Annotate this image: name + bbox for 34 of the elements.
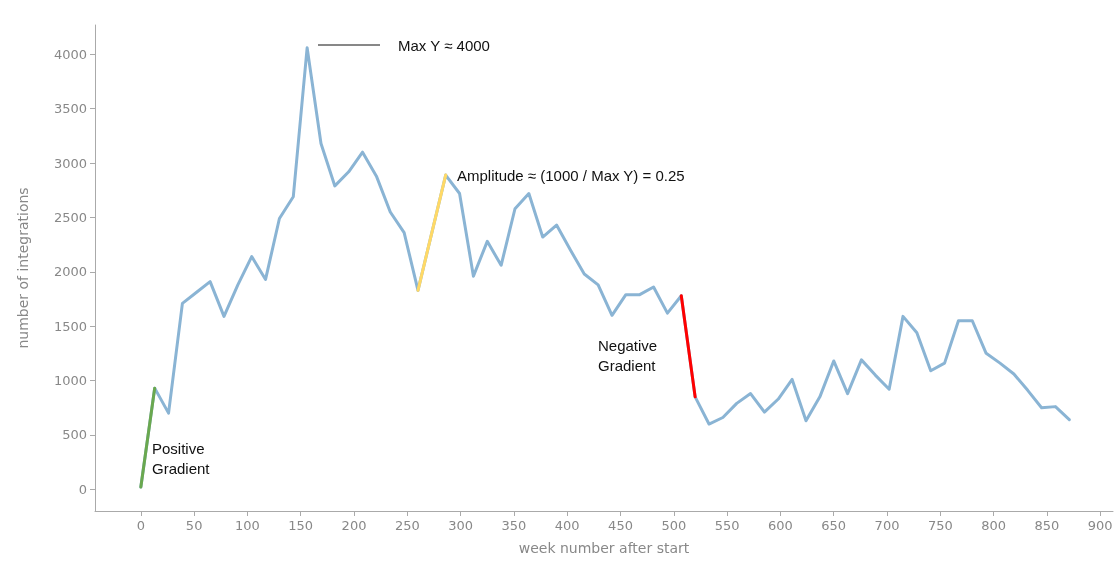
x-tick-label: 250	[394, 518, 420, 533]
x-tick-label: 150	[288, 518, 314, 533]
x-tick-label: 600	[768, 518, 793, 533]
x-tick-label: 100	[235, 518, 260, 533]
y-tick-label: 1000	[53, 373, 87, 389]
y-tick-label: 3500	[53, 101, 87, 117]
x-axis-title: week number after start	[518, 540, 690, 556]
y-tick-label: 0	[78, 481, 87, 497]
annotation: Negative Gradient	[598, 336, 658, 374]
x-tick-label: 550	[714, 518, 740, 533]
y-tick-label: 2000	[53, 264, 87, 280]
x-tick-label: 850	[1034, 518, 1060, 533]
annotation: Amplitude ≈ (1000 / Max Y) = 0.25	[457, 166, 685, 184]
y-axis-title: number of integrations	[15, 187, 31, 349]
annotation: Max Y ≈ 4000	[398, 36, 490, 54]
y-tick-label: 500	[62, 427, 87, 443]
x-tick-label: 0	[136, 518, 145, 533]
x-tick-label: 400	[554, 518, 580, 533]
x-tick-label: 900	[1087, 518, 1113, 533]
x-tick-label: 50	[185, 518, 203, 533]
x-tick-label: 200	[341, 518, 367, 533]
x-tick-label: 700	[874, 518, 900, 533]
x-tick-label: 450	[608, 518, 633, 533]
x-tick-label: 300	[448, 518, 474, 533]
annotation: Positive Gradient	[152, 439, 211, 477]
x-tick-label: 650	[821, 518, 847, 533]
x-tick-label: 800	[981, 518, 1007, 533]
y-tick-label: 2500	[53, 209, 87, 225]
x-tick-label: 350	[501, 518, 527, 533]
y-tick-label: 3000	[53, 155, 87, 171]
x-tick-label: 750	[927, 518, 953, 533]
x-tick-label: 500	[661, 518, 687, 533]
y-tick-label: 1500	[53, 318, 87, 334]
y-tick-label: 4000	[53, 46, 87, 62]
